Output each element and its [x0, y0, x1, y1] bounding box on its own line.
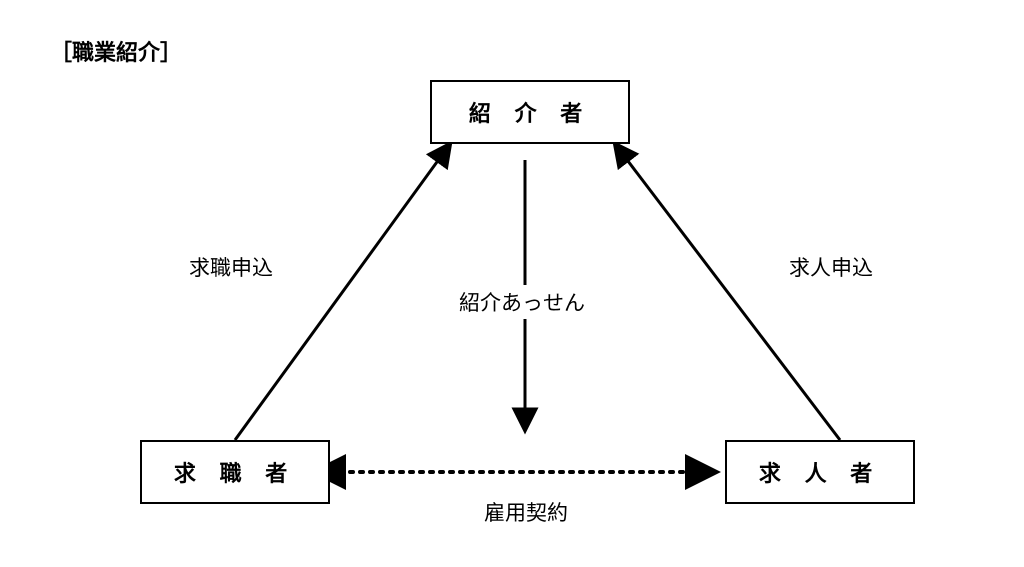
edge-label-employment-contract: 雇用契約 — [480, 495, 572, 529]
edge-label-jobseek-application: 求職申込 — [185, 250, 277, 284]
diagram-title: ［職業紹介］ — [50, 35, 182, 67]
node-jobseeker: 求 職 者 — [140, 440, 330, 504]
edge-label-mediation: 紹介あっせん — [455, 285, 589, 319]
node-recruiter: 求 人 者 — [725, 440, 915, 504]
edge-label-recruit-application: 求人申込 — [785, 250, 877, 284]
node-introducer: 紹 介 者 — [430, 80, 630, 144]
